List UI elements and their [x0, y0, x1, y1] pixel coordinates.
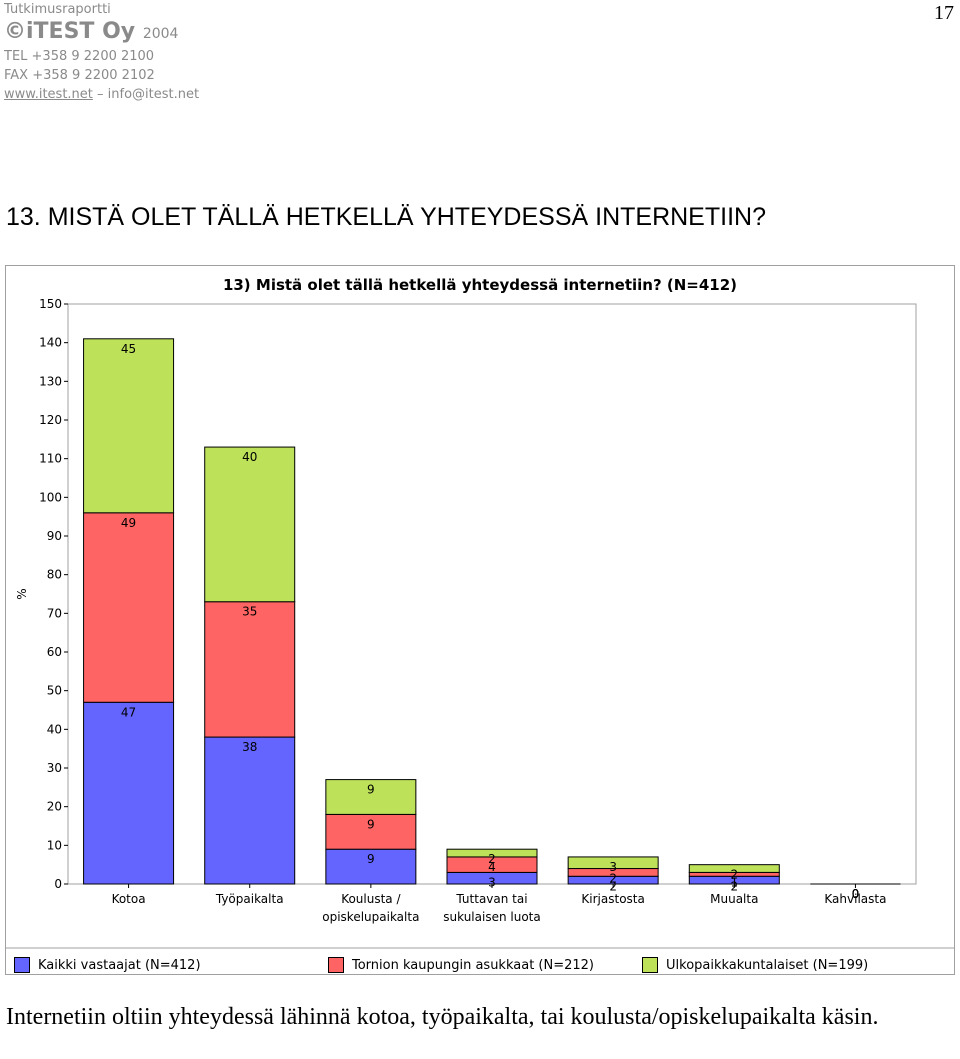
email-address[interactable]: info@itest.net: [107, 87, 200, 102]
y-tick-label: 70: [47, 606, 62, 620]
data-label: 1: [730, 875, 738, 889]
y-tick-label: 60: [47, 645, 62, 659]
legend-item: Ulkopaikkakuntalaiset (N=199): [642, 956, 868, 974]
brand-name: ©iTEST Oy: [4, 19, 136, 44]
data-label: 2: [488, 852, 496, 866]
brand-year: 2004: [142, 26, 179, 42]
chart-panel: 13) Mistä olet tällä hetkellä yhteydessä…: [5, 265, 955, 975]
x-tick-label: Kotoa: [112, 892, 146, 906]
y-tick-label: 10: [47, 838, 62, 852]
data-label: 9: [367, 852, 375, 866]
company-brand: ©iTEST Oy 2004: [4, 19, 199, 47]
y-tick-label: 50: [47, 684, 62, 698]
x-tick-label: opiskelupaikalta: [322, 910, 419, 924]
page-number: 17: [934, 2, 954, 24]
y-tick-label: 120: [39, 413, 62, 427]
bar-segment: [325, 779, 417, 815]
chart-title: 13) Mistä olet tällä hetkellä yhteydessä…: [223, 276, 737, 294]
legend-item: Tornion kaupungin asukkaat (N=212): [328, 956, 594, 974]
y-tick-label: 80: [47, 568, 62, 582]
y-axis-label: %: [15, 588, 29, 599]
data-label: 38: [242, 740, 257, 754]
x-tick-label: Tuttavan tai: [455, 892, 527, 906]
data-label: 0: [852, 887, 860, 901]
bar-segment: [83, 701, 175, 885]
data-label: 35: [242, 605, 257, 619]
data-label: 3: [488, 875, 496, 889]
bar-segment: [688, 864, 780, 873]
y-tick-label: 100: [39, 490, 62, 504]
data-label: 40: [242, 450, 257, 464]
x-tick-label: Kahvilasta: [824, 892, 886, 906]
x-tick-label: Kirjastosta: [581, 892, 644, 906]
data-label: 45: [121, 342, 136, 356]
legend-swatch: [328, 957, 344, 973]
contact-separator: –: [97, 87, 104, 102]
y-tick-label: 90: [47, 529, 62, 543]
y-tick-label: 30: [47, 761, 62, 775]
data-label: 0: [852, 887, 860, 901]
fax-number: FAX +358 9 2200 2102: [4, 68, 155, 83]
bar-segment: [83, 512, 175, 703]
data-label: 9: [367, 817, 375, 831]
y-tick-label: 0: [54, 877, 62, 891]
bar-segment: [567, 856, 659, 870]
legend-label: Ulkopaikkakuntalaiset (N=199): [666, 957, 869, 973]
data-label: 49: [121, 516, 136, 530]
x-tick-label: Muualta: [710, 892, 758, 906]
data-label: 0: [852, 887, 860, 901]
x-tick-label: Työpaikalta: [215, 892, 284, 906]
bar-segment: [204, 601, 296, 738]
data-label: 4: [488, 860, 496, 874]
bar-segment: [204, 446, 296, 603]
y-tick-label: 150: [39, 297, 62, 311]
legend-label: Tornion kaupungin asukkaat (N=212): [352, 957, 594, 973]
y-tick-label: 20: [47, 800, 62, 814]
y-tick-label: 140: [39, 336, 62, 350]
stacked-bar-chart: 13) Mistä olet tällä hetkellä yhteydessä…: [6, 276, 954, 949]
contact-line: www.itest.net – info@itest.net: [4, 85, 199, 104]
chart-caption: Internetiin oltiin yhteydessä lähinnä ko…: [6, 1004, 879, 1030]
legend-label: Kaikki vastaajat (N=412): [38, 957, 201, 973]
bar-segment: [446, 848, 538, 858]
bar-segment: [83, 338, 175, 514]
bar-segment: [204, 736, 296, 885]
report-header: Tutkimusraportti ©iTEST Oy 2004 TEL +358…: [4, 0, 199, 104]
data-label: 3: [609, 860, 617, 874]
website-link[interactable]: www.itest.net: [4, 87, 93, 102]
section-title: 13. MISTÄ OLET TÄLLÄ HETKELLÄ YHTEYDESSÄ…: [6, 203, 766, 231]
x-tick-label: sukulaisen luota: [443, 910, 540, 924]
y-tick-label: 130: [39, 374, 62, 388]
data-label: 47: [121, 705, 136, 719]
plot-area: [67, 303, 917, 885]
legend-swatch: [642, 957, 658, 973]
data-label: 2: [609, 872, 617, 886]
data-label: 2: [730, 868, 738, 882]
data-label: 9: [367, 783, 375, 797]
y-tick-label: 40: [47, 722, 62, 736]
phone-number: TEL +358 9 2200 2100: [4, 49, 155, 64]
doc-type: Tutkimusraportti: [4, 2, 111, 17]
legend-item: Kaikki vastaajat (N=412): [14, 956, 201, 974]
y-tick-label: 110: [39, 452, 62, 466]
x-tick-label: Koulusta /: [341, 892, 401, 906]
legend-swatch: [14, 957, 30, 973]
